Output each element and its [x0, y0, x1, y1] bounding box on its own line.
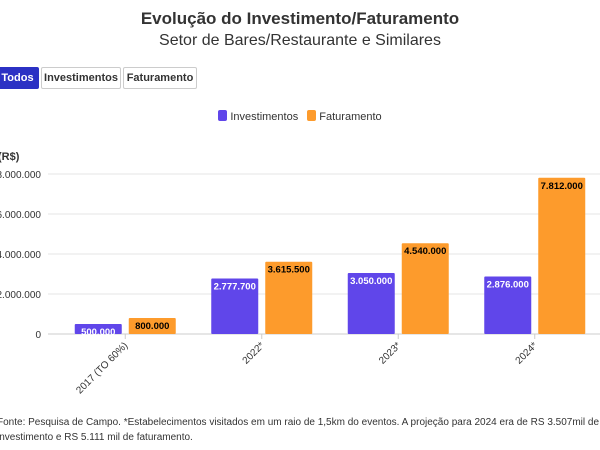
y-tick-label: 4.000.000: [0, 250, 41, 261]
bar-investimentos: [484, 276, 532, 334]
filter-button-investimentos[interactable]: Investimentos: [41, 67, 121, 89]
x-tick-label: 2022*: [241, 340, 267, 366]
data-label: 3.615.500: [268, 265, 310, 276]
bar-faturamento: [538, 177, 586, 334]
chart-title: Evolução do Investimento/Faturamento: [140, 9, 460, 28]
data-label: 800.000: [135, 321, 169, 332]
legend-item-investimentos[interactable]: Investimentos: [218, 110, 298, 123]
chart-legend: Investimentos Faturamento: [0, 110, 600, 123]
x-tick-label: 2017 (TO 60%): [74, 340, 130, 396]
data-label: 2.777.700: [214, 281, 256, 292]
y-tick-label: 2.000.000: [0, 290, 41, 301]
y-tick-label: 8.000.000: [0, 170, 41, 181]
x-tick-label: 2023*: [377, 340, 403, 366]
data-label: 3.050.000: [350, 276, 392, 287]
bar-faturamento: [401, 243, 449, 334]
chart-subtitle: Setor de Bares/Restaurante e Similares: [159, 32, 441, 49]
x-tick-label: 2024*: [514, 340, 540, 366]
legend-item-faturamento[interactable]: Faturamento: [307, 110, 382, 123]
data-label: 7.812.000: [541, 181, 583, 192]
y-tick-label: 0: [35, 330, 41, 341]
bar-faturamento: [265, 261, 313, 334]
bar-investimentos: [211, 278, 259, 334]
data-label: 2.876.000: [487, 279, 529, 290]
y-axis-unit-label: (R$): [0, 151, 20, 163]
filter-button-faturamento[interactable]: Faturamento: [123, 67, 197, 89]
bar-investimentos: [347, 273, 395, 334]
filter-button-todos[interactable]: Todos: [0, 67, 39, 89]
bar-chart: 0 2.000.000 4.000.000 6.000.000 8.000.000 201…: [0, 170, 600, 396]
y-tick-label: 6.000.000: [0, 210, 41, 221]
legend-swatch-faturamento: [307, 110, 317, 121]
legend-swatch-investimentos: [218, 110, 228, 121]
legend-label-faturamento: Faturamento: [319, 111, 382, 123]
data-label: 4.540.000: [404, 246, 446, 257]
legend-label-investimentos: Investimentos: [230, 111, 299, 123]
bar-investimentos: [74, 324, 122, 334]
chart-footnote: Fonte: Pesquisa de Campo. *Estabelecimen…: [0, 417, 600, 443]
bar-faturamento: [128, 318, 176, 334]
data-label: 500.000: [81, 327, 115, 338]
